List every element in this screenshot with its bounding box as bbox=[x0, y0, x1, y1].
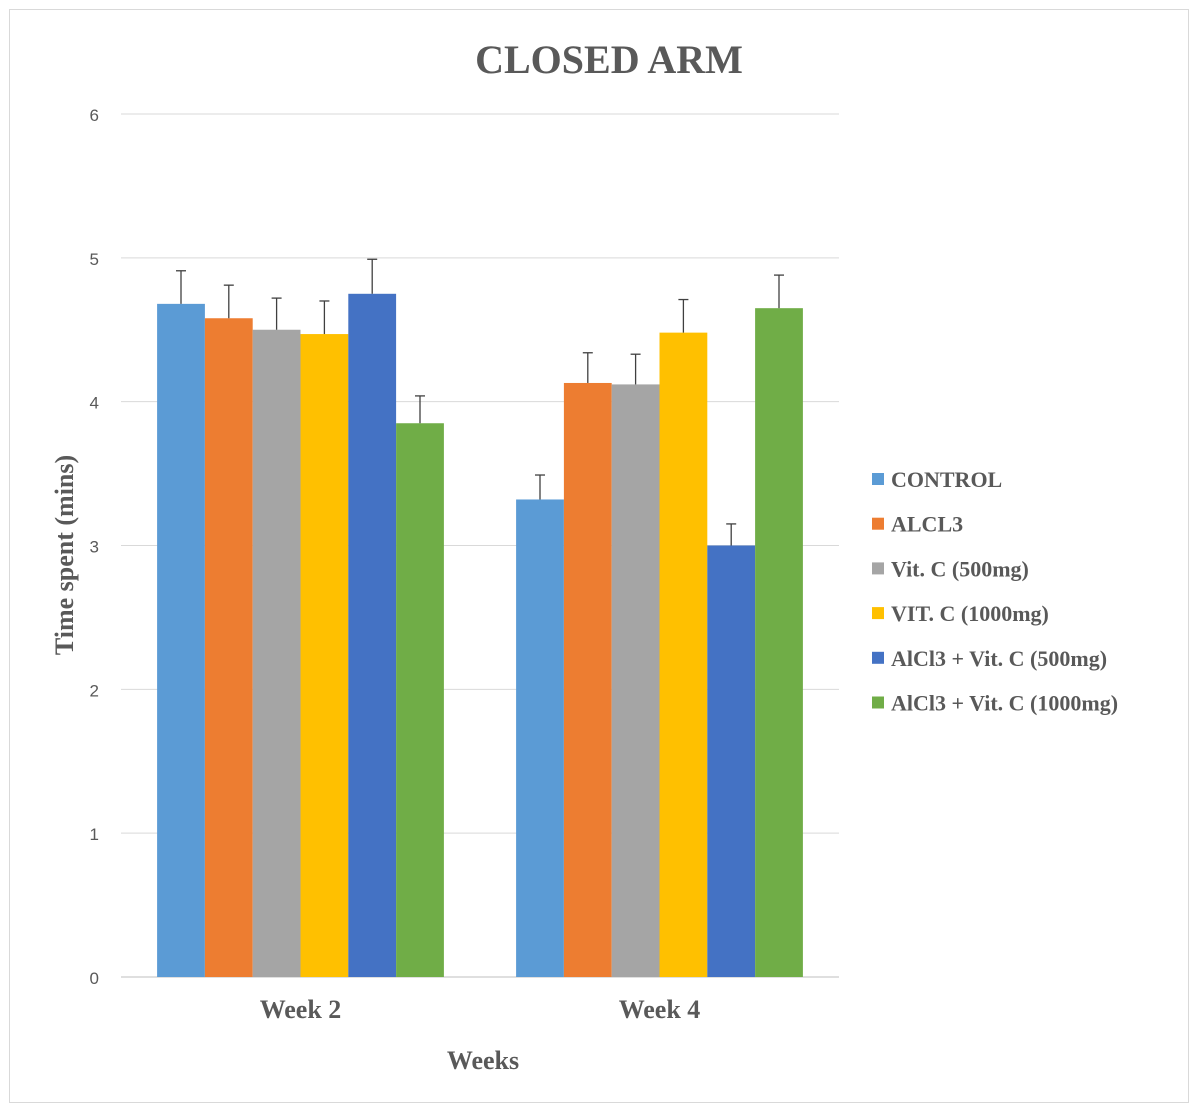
bar bbox=[707, 545, 756, 977]
legend-item: CONTROL bbox=[872, 467, 1002, 492]
y-axis-ticks: 0 1 2 3 4 5 6 bbox=[90, 106, 99, 988]
legend-label: VIT. C (1000mg) bbox=[891, 601, 1049, 626]
bar bbox=[755, 308, 803, 977]
legend-swatch bbox=[872, 651, 884, 664]
legend-item: ALCL3 bbox=[872, 512, 963, 537]
bar bbox=[659, 332, 708, 977]
bar bbox=[300, 334, 349, 977]
legend-swatch bbox=[872, 696, 884, 709]
legend-swatch bbox=[872, 607, 884, 620]
bar bbox=[252, 329, 301, 977]
x-axis-ticks: Week 2 Week 4 bbox=[260, 995, 701, 1024]
y-tick-label: 3 bbox=[90, 538, 99, 557]
chart-title: CLOSED ARM bbox=[475, 37, 743, 82]
legend-label: CONTROL bbox=[891, 467, 1002, 492]
y-tick-label: 6 bbox=[90, 106, 99, 125]
y-axis-label: Time spent (mins) bbox=[50, 455, 79, 655]
legend-swatch bbox=[872, 473, 884, 485]
y-tick-label: 0 bbox=[90, 969, 99, 988]
legend-item: VIT. C (1000mg) bbox=[872, 601, 1049, 626]
bar bbox=[516, 499, 564, 977]
error-bars bbox=[176, 258, 784, 546]
y-tick-label: 1 bbox=[90, 825, 99, 844]
chart-frame: 0 1 2 3 4 5 6 Week 2 Week 4 CLOSED ARM Time spe… bbox=[9, 9, 1189, 1103]
legend: CONTROL ALCL3 Vit. C (500mg) VIT. C (1000mg… bbox=[872, 467, 1118, 716]
bar bbox=[157, 303, 205, 977]
bars bbox=[157, 293, 803, 978]
legend-item: Vit. C (500mg) bbox=[872, 556, 1029, 581]
bar bbox=[348, 293, 397, 978]
legend-swatch bbox=[872, 562, 884, 575]
bar bbox=[396, 423, 444, 977]
legend-label: AlCl3 + Vit. C (1000mg) bbox=[891, 691, 1118, 716]
y-tick-label: 4 bbox=[90, 394, 99, 413]
bar bbox=[563, 382, 612, 977]
legend-item: AlCl3 + Vit. C (500mg) bbox=[872, 646, 1107, 671]
x-tick-label: Week 2 bbox=[260, 995, 342, 1024]
legend-label: Vit. C (500mg) bbox=[891, 556, 1029, 581]
legend-item: AlCl3 + Vit. C (1000mg) bbox=[872, 691, 1118, 716]
legend-label: ALCL3 bbox=[891, 512, 963, 537]
y-tick-label: 2 bbox=[90, 681, 99, 700]
bar-chart: 0 1 2 3 4 5 6 Week 2 Week 4 CLOSED ARM Time spe… bbox=[50, 37, 1118, 1075]
x-axis-label: Weeks bbox=[447, 1046, 519, 1075]
x-tick-label: Week 4 bbox=[619, 995, 701, 1024]
bar bbox=[611, 384, 660, 977]
bar bbox=[204, 318, 253, 977]
y-tick-label: 5 bbox=[90, 250, 99, 269]
legend-swatch bbox=[872, 517, 884, 530]
legend-label: AlCl3 + Vit. C (500mg) bbox=[891, 646, 1107, 671]
